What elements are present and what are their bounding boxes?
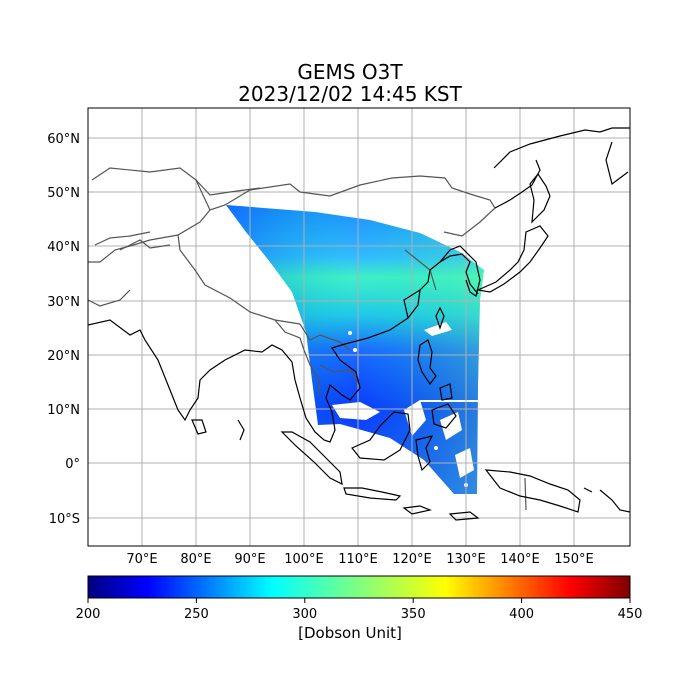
lat-tick-label: 50°N xyxy=(47,186,80,201)
lat-tick-label: 10°N xyxy=(47,403,80,418)
lat-tick-label: 0° xyxy=(65,457,80,472)
lon-tick-label: 150°E xyxy=(554,552,594,567)
colorbar-label: [Dobson Unit] xyxy=(298,624,402,642)
lat-tick-label: 40°N xyxy=(47,240,80,255)
colorbar-ticks xyxy=(87,598,631,603)
lat-tick-label: 20°N xyxy=(47,349,80,364)
colorbar-tick-label: 400 xyxy=(509,607,534,622)
colorbar-tick-labels: 200 250 300 350 400 450 xyxy=(76,607,643,622)
lat-tick-label: 60°N xyxy=(47,132,80,147)
coastlines xyxy=(88,127,630,521)
colorbar-tick-label: 450 xyxy=(618,607,643,622)
map-title: GEMS O3T xyxy=(297,60,403,84)
gridlines xyxy=(88,108,630,546)
lat-tick-labels: 60°N 50°N 40°N 30°N 20°N 10°N 0° 10°S xyxy=(47,132,80,527)
colorbar-tick-label: 200 xyxy=(76,607,101,622)
colorbar-tick-label: 250 xyxy=(184,607,209,622)
lon-tick-label: 80°E xyxy=(180,552,211,567)
lat-tick-label: 30°N xyxy=(47,295,80,310)
colorbar-tick-label: 300 xyxy=(292,607,317,622)
colorbar xyxy=(87,575,631,599)
colorbar-tick-label: 350 xyxy=(401,607,426,622)
lon-tick-label: 110°E xyxy=(338,552,378,567)
lon-tick-label: 140°E xyxy=(500,552,540,567)
map-subtitle: 2023/12/02 14:45 KST xyxy=(238,82,462,106)
lon-tick-label: 70°E xyxy=(126,552,157,567)
lon-tick-label: 90°E xyxy=(234,552,265,567)
lat-tick-label: 10°S xyxy=(49,512,80,527)
lon-tick-label: 100°E xyxy=(284,552,324,567)
lon-tick-label: 130°E xyxy=(446,552,486,567)
map-frame xyxy=(87,107,631,547)
lon-tick-label: 120°E xyxy=(392,552,432,567)
lon-tick-labels: 70°E 80°E 90°E 100°E 110°E 120°E 130°E 1… xyxy=(126,552,593,567)
